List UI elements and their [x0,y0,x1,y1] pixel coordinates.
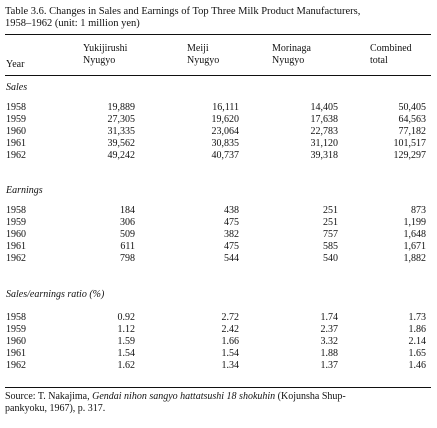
section-title-ratio: Sales/earnings ratio (%) [6,289,105,300]
cell-combined: 1,199 [403,217,427,228]
cell-combined: 77,182 [398,126,427,137]
cell-meiji: 382 [224,229,239,240]
cell-morinaga: 757 [323,229,338,240]
cell-meiji: 1.34 [221,360,240,371]
cell-combined: 64,563 [398,114,427,125]
source-line-2: pankyoku, 1967), p. 317. [5,403,106,414]
cell-morinaga: 39,318 [310,150,339,161]
col-header-combined-2: total [370,55,388,66]
cell-morinaga: 540 [323,253,338,264]
cell-yukijirushi: 1.54 [117,348,136,359]
cell-yukijirushi: 1.62 [117,360,136,371]
col-header-yukijirushi-1: Yukijirushi [83,43,128,54]
row-year: 1962 [6,253,26,264]
row-year: 1959 [6,114,26,125]
cell-yukijirushi: 31,335 [107,126,136,137]
row-year: 1959 [6,324,26,335]
cell-combined: 129,297 [393,150,427,161]
row-year: 1962 [6,150,26,161]
cell-morinaga: 585 [323,241,338,252]
cell-meiji: 23,064 [211,126,240,137]
col-header-year: Year [6,59,25,70]
cell-yukijirushi: 1.59 [117,336,136,347]
row-year: 1962 [6,360,26,371]
cell-yukijirushi: 0.92 [117,312,136,323]
cell-combined: 50,405 [398,102,427,113]
row-year: 1958 [6,312,26,323]
cell-meiji: 1.54 [221,348,240,359]
col-header-meiji-2: Nyugyo [187,55,220,66]
row-year: 1960 [6,336,26,347]
table-caption: Table 3.6. Changes in Sales and Earnings… [5,6,433,30]
cell-meiji: 30,835 [211,138,240,149]
cell-combined: 101,517 [393,138,427,149]
cell-morinaga: 14,405 [310,102,339,113]
col-header-meiji-1: Meiji [187,43,209,54]
cell-combined: 1.65 [408,348,427,359]
cell-morinaga: 1.74 [320,312,339,323]
caption-line-1: Table 3.6. Changes in Sales and Earnings… [5,6,361,17]
cell-morinaga: 3.32 [320,336,339,347]
cell-yukijirushi: 184 [120,205,135,216]
cell-meiji: 2.72 [221,312,240,323]
cell-combined: 1.46 [408,360,427,371]
header-rule [5,75,431,76]
top-rule [5,34,431,35]
cell-yukijirushi: 1.12 [117,324,136,335]
bottom-rule [5,387,431,388]
cell-morinaga: 1.37 [320,360,339,371]
col-header-morinaga-2: Nyugyo [272,55,305,66]
source-note: Source: T. Nakajima, Gendai nihon sangyo… [5,391,433,415]
source-prefix: Source: T. Nakajima, [5,391,93,402]
cell-combined: 1.86 [408,324,427,335]
cell-meiji: 475 [224,217,239,228]
cell-combined: 1,671 [403,241,427,252]
row-year: 1960 [6,229,26,240]
row-year: 1960 [6,126,26,137]
cell-yukijirushi: 27,305 [107,114,136,125]
cell-meiji: 40,737 [211,150,240,161]
cell-combined: 1,648 [403,229,427,240]
source-suffix: (Kojunsha Shup- [275,391,346,402]
cell-morinaga: 17,638 [310,114,339,125]
cell-morinaga: 251 [323,205,338,216]
row-year: 1961 [6,138,26,149]
col-header-yukijirushi-2: Nyugyo [83,55,116,66]
cell-yukijirushi: 611 [120,241,135,252]
col-header-combined-1: Combined [370,43,412,54]
cell-meiji: 19,620 [211,114,240,125]
col-header-morinaga-1: Morinaga [272,43,311,54]
section-title-earnings: Earnings [6,185,43,196]
cell-morinaga: 1.88 [320,348,339,359]
cell-meiji: 2.42 [221,324,240,335]
caption-line-2: 1958–1962 (unit: 1 million yen) [5,18,140,29]
cell-morinaga: 31,120 [310,138,339,149]
row-year: 1959 [6,217,26,228]
row-year: 1961 [6,348,26,359]
cell-yukijirushi: 39,562 [107,138,136,149]
section-title-sales: Sales [6,82,28,93]
cell-meiji: 475 [224,241,239,252]
cell-yukijirushi: 798 [120,253,135,264]
cell-morinaga: 2.37 [320,324,339,335]
cell-morinaga: 251 [323,217,338,228]
cell-yukijirushi: 19,889 [107,102,136,113]
cell-meiji: 544 [224,253,239,264]
cell-combined: 1,882 [403,253,427,264]
row-year: 1958 [6,205,26,216]
cell-yukijirushi: 509 [120,229,135,240]
cell-meiji: 438 [224,205,239,216]
source-title: Gendai nihon sangyo hattatsushi 18 shoku… [92,391,276,402]
cell-meiji: 1.66 [221,336,240,347]
cell-meiji: 16,111 [212,102,239,113]
cell-combined: 873 [411,205,426,216]
cell-morinaga: 22,783 [310,126,339,137]
cell-combined: 1.73 [408,312,427,323]
row-year: 1961 [6,241,26,252]
cell-combined: 2.14 [408,336,427,347]
cell-yukijirushi: 49,242 [107,150,136,161]
cell-yukijirushi: 306 [120,217,135,228]
row-year: 1958 [6,102,26,113]
